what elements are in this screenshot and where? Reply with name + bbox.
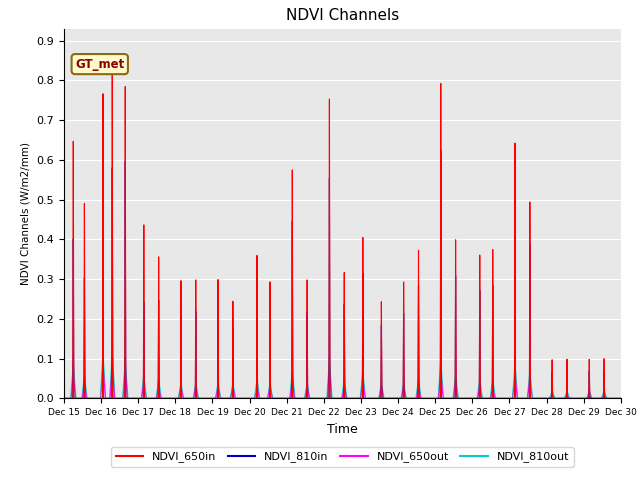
Legend: NDVI_650in, NDVI_810in, NDVI_650out, NDVI_810out: NDVI_650in, NDVI_810in, NDVI_650out, NDV… bbox=[111, 447, 573, 467]
NDVI_810in bbox=[323, 396, 331, 401]
NDVI_810out bbox=[60, 396, 68, 401]
NDVI_650out bbox=[459, 396, 467, 401]
NDVI_810out bbox=[418, 396, 426, 401]
NDVI_650out bbox=[617, 396, 625, 401]
NDVI_650in bbox=[324, 396, 332, 401]
NDVI_810in bbox=[617, 396, 625, 401]
NDVI_650in bbox=[459, 396, 467, 401]
NDVI_650in bbox=[60, 396, 68, 401]
NDVI_810in bbox=[397, 396, 404, 401]
NDVI_810out bbox=[581, 396, 589, 401]
NDVI_810out bbox=[617, 396, 625, 401]
NDVI_650out bbox=[99, 360, 107, 366]
NDVI_810out bbox=[459, 396, 467, 401]
NDVI_810out bbox=[199, 396, 207, 401]
NDVI_810in bbox=[581, 396, 589, 401]
NDVI_650in bbox=[199, 396, 207, 401]
NDVI_650in bbox=[418, 396, 426, 401]
Title: NDVI Channels: NDVI Channels bbox=[286, 9, 399, 24]
NDVI_650out bbox=[418, 396, 426, 401]
Line: NDVI_810in: NDVI_810in bbox=[64, 150, 621, 398]
NDVI_650in bbox=[581, 396, 589, 401]
NDVI_650in bbox=[397, 396, 404, 401]
NDVI_810in bbox=[417, 396, 425, 401]
Line: NDVI_650in: NDVI_650in bbox=[64, 70, 621, 398]
NDVI_650out bbox=[324, 393, 332, 399]
Line: NDVI_810out: NDVI_810out bbox=[64, 351, 621, 398]
NDVI_810out bbox=[324, 386, 332, 392]
NDVI_810in bbox=[199, 396, 207, 401]
NDVI_810out bbox=[397, 396, 404, 401]
NDVI_650out bbox=[60, 396, 68, 401]
NDVI_650out bbox=[581, 396, 589, 401]
X-axis label: Time: Time bbox=[327, 423, 358, 436]
Line: NDVI_650out: NDVI_650out bbox=[64, 363, 621, 398]
NDVI_810out bbox=[99, 348, 107, 354]
NDVI_650in bbox=[108, 67, 116, 72]
NDVI_810in bbox=[459, 396, 467, 401]
NDVI_810in bbox=[60, 396, 68, 401]
NDVI_650out bbox=[397, 396, 404, 401]
NDVI_650in bbox=[617, 396, 625, 401]
NDVI_650out bbox=[199, 396, 207, 401]
Y-axis label: NDVI Channels (W/m2/mm): NDVI Channels (W/m2/mm) bbox=[21, 142, 31, 285]
NDVI_810in bbox=[437, 147, 445, 153]
Text: GT_met: GT_met bbox=[75, 58, 124, 71]
